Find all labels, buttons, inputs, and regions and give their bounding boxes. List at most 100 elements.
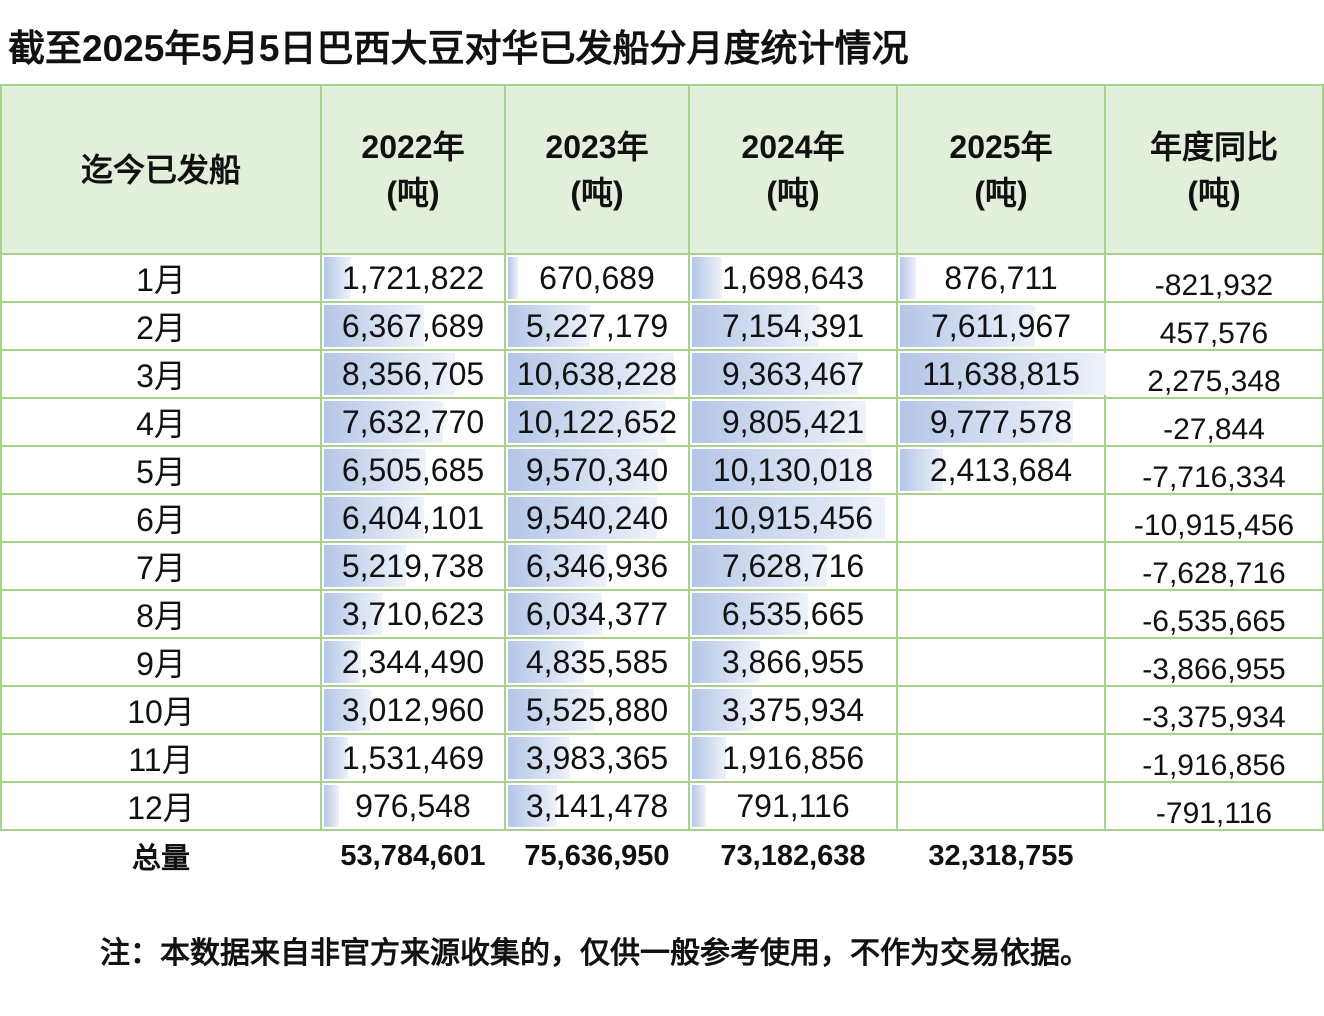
data-bar [508,449,658,491]
yoy-text: 2,275,348 [1147,364,1281,398]
col-header-2022: 2022年 (吨) [320,84,506,255]
value-cell: 3,141,478 [504,781,690,831]
data-bar [324,449,426,491]
month-cell: 6月 [0,493,322,543]
value-text: 9,540,240 [525,499,669,536]
yoy-cell: -3,866,955 [1104,637,1324,687]
data-bar [508,257,519,299]
data-bar [692,401,866,443]
data-bar [324,353,455,395]
value-cell: 3,012,960 [320,685,506,735]
yoy-text: -10,915,456 [1133,508,1295,542]
value-cell: 876,711 [896,253,1106,303]
yoy-text: -27,844 [1163,412,1265,446]
data-bar [692,689,752,731]
value-cell: 1,721,822 [320,253,506,303]
value-cell: 7,628,716 [688,541,898,591]
data-bar [324,737,348,779]
data-bar [508,497,658,539]
yoy-cell: -821,932 [1104,253,1324,303]
table-row: 3月 8,356,705 10,638,228 9,363,467 11,638,815… [0,349,1324,399]
col-header-shipped: 迄今已发船 [0,84,322,255]
value-cell: 1,698,643 [688,253,898,303]
value-cell: 9,363,467 [688,349,898,399]
yoy-cell: -791,116 [1104,781,1324,831]
total-value: 73,182,638 [720,839,866,872]
value-text: 10,130,018 [712,451,874,488]
value-cell: 3,375,934 [688,685,898,735]
data-bar [324,641,361,683]
value-cell: 3,710,623 [320,589,506,639]
table-row: 4月 7,632,770 10,122,652 9,805,421 9,777,578 -… [0,397,1324,447]
value-text: 1,916,856 [721,739,865,776]
value-cell: 6,505,685 [320,445,506,495]
table-row: 9月 2,344,490 4,835,585 3,866,955 -3,866,955 [0,637,1324,687]
value-text: 976,548 [355,787,471,824]
value-text: 3,012,960 [341,691,485,728]
disclaimer-note: 注：本数据来自非官方来源收集的，仅供一般参考使用，不作为交易依据。 [100,937,1090,970]
value-text: 2,413,684 [929,451,1073,488]
table-row: 7月 5,219,738 6,346,936 7,628,716 -7,628,716 [0,541,1324,591]
total-label: 总量 [131,843,190,875]
value-cell: 10,638,228 [504,349,690,399]
month-cell: 3月 [0,349,322,399]
value-cell: 6,346,936 [504,541,690,591]
value-cell [896,637,1106,687]
col-header-2024: 2024年 (吨) [688,84,898,255]
data-bar [508,353,675,395]
value-cell [896,493,1106,543]
value-text: 1,698,643 [721,259,865,296]
data-bar [508,545,608,587]
total-row: 总量 53,784,601 75,636,950 73,182,638 32,318,7… [1,830,1323,881]
value-text: 7,611,967 [931,307,1071,344]
value-text: 10,915,456 [712,499,874,536]
value-text: 6,505,685 [341,451,485,488]
value-cell: 9,540,240 [504,493,690,543]
value-cell [896,733,1106,783]
data-bar [508,785,558,827]
value-cell: 791,116 [688,781,898,831]
value-text: 7,154,391 [721,307,865,344]
value-cell [896,685,1106,735]
total-empty [1105,830,1323,881]
value-cell: 7,154,391 [688,301,898,351]
value-text: 5,525,880 [525,691,669,728]
data-bar [692,497,886,539]
value-cell: 3,866,955 [688,637,898,687]
value-cell: 2,344,490 [320,637,506,687]
month-cell: 8月 [0,589,322,639]
yoy-text: -1,916,856 [1142,748,1286,782]
shipment-table: 迄今已发船 2022年 (吨) 2023年 (吨) 2024年 (吨) 2025年 (吨… [0,84,1324,881]
table-row: 5月 6,505,685 9,570,340 10,130,018 2,413,684 -… [0,445,1324,495]
value-cell: 1,531,469 [320,733,506,783]
col-header-2023: 2023年 (吨) [504,84,690,255]
total-value: 75,636,950 [524,839,670,872]
data-bar [692,305,819,347]
data-bar [900,305,1035,347]
data-bar [324,689,372,731]
value-text: 6,535,665 [721,595,865,632]
value-cell: 2,413,684 [896,445,1106,495]
data-bar [508,737,571,779]
data-bar [900,257,916,299]
value-cell [896,589,1106,639]
month-cell: 12月 [0,781,322,831]
data-bar [692,593,808,635]
value-cell: 8,356,705 [320,349,506,399]
table-row: 8月 3,710,623 6,034,377 6,535,665 -6,535,665 [0,589,1324,639]
value-cell: 4,835,585 [504,637,690,687]
value-text: 6,034,377 [525,595,669,632]
value-cell: 10,122,652 [504,397,690,447]
value-text: 9,805,421 [721,403,865,440]
yoy-text: -791,116 [1155,796,1273,830]
data-bar [692,257,723,299]
value-cell: 9,777,578 [896,397,1106,447]
value-text: 10,638,228 [516,355,678,392]
data-bar [692,545,828,587]
page-title: 截至2025年5月5日巴西大豆对华已发船分月度统计情况 [8,28,909,69]
data-bar [900,449,943,491]
value-text: 3,983,365 [525,739,669,776]
value-cell: 6,367,689 [320,301,506,351]
data-bar [324,545,406,587]
month-cell: 9月 [0,637,322,687]
